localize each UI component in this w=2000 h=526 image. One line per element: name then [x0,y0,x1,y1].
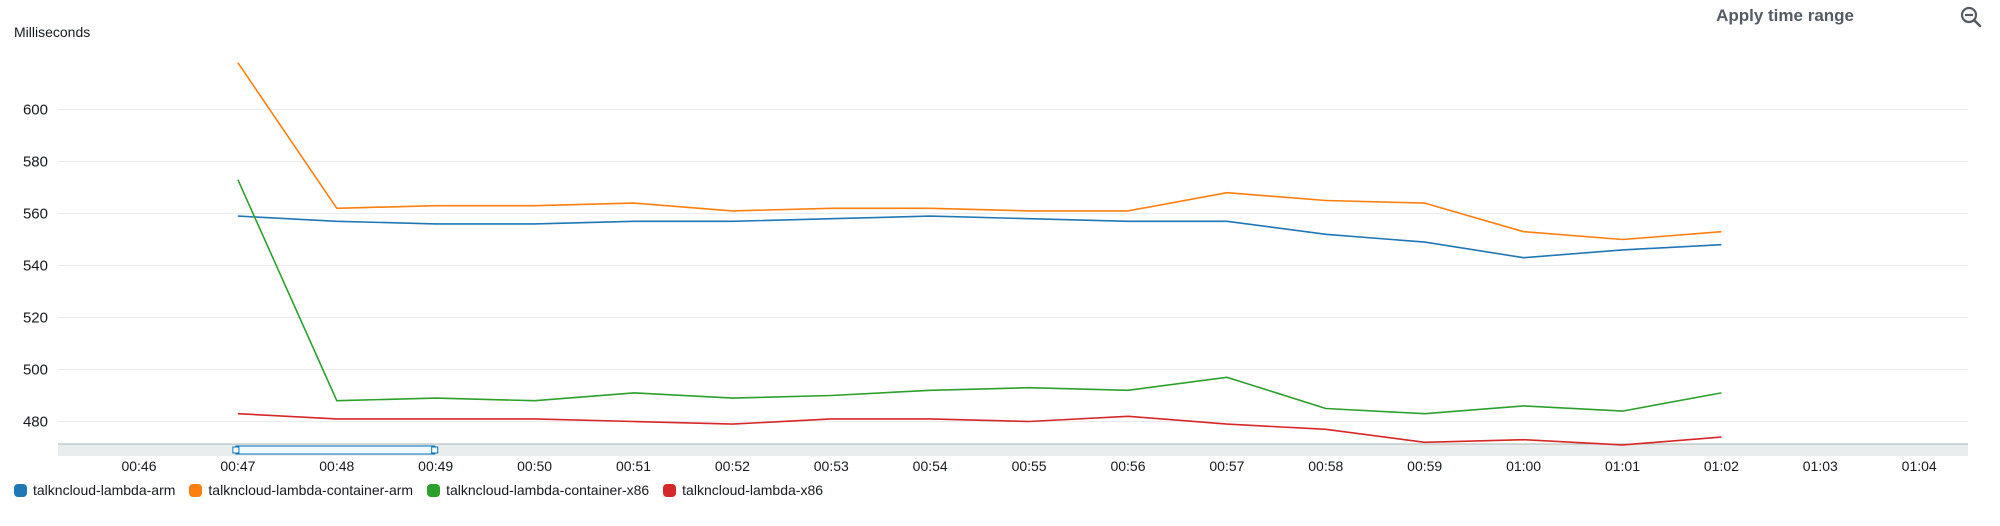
y-tick-label: 520 [23,310,48,327]
x-axis: 00:46 00:47 00:48 00:49 00:50 00:51 00:52 00:53… [58,443,1968,474]
series-line-talkncloud-lambda-container-arm [237,62,1722,241]
legend-label: talkncloud-lambda-container-x86 [446,482,650,498]
x-tick-label: 00:46 [121,458,156,474]
x-tick-label: 00:58 [1308,458,1343,474]
legend: talkncloud-lambda-arm talkncloud-lambda-c… [14,482,823,498]
x-tick-label: 00:56 [1110,458,1145,474]
legend-swatch [427,483,441,497]
legend-item[interactable]: talkncloud-lambda-x86 [663,482,823,498]
y-tick-label: 540 [23,258,48,275]
series-lines [237,62,1722,446]
x-axis-band [58,444,1968,456]
zoom-out-icon[interactable] [1960,6,1982,28]
grid-lines [58,109,1968,422]
legend-swatch [189,483,203,497]
x-tick-label: 00:50 [517,458,552,474]
x-tick-label: 01:00 [1506,458,1541,474]
y-axis-label: Milliseconds [14,24,91,40]
x-tick-label: 00:55 [1012,458,1047,474]
x-tick-label: 00:57 [1209,458,1244,474]
brush-handle[interactable] [431,446,439,454]
y-tick-label: 560 [23,206,48,223]
y-tick-label: 580 [23,154,48,171]
x-tick-label: 00:59 [1407,458,1442,474]
y-tick-label: 480 [23,414,48,431]
y-tick-label: 600 [23,102,48,119]
series-line-talkncloud-lambda-x86 [237,412,1722,446]
x-tick-label: 00:47 [220,458,255,474]
x-tick-label: 00:48 [319,458,354,474]
legend-label: talkncloud-lambda-x86 [682,482,824,498]
x-tick-label: 01:04 [1902,458,1937,474]
series-line-talkncloud-lambda-arm [237,215,1722,259]
y-tick-label: 500 [23,362,48,379]
legend-swatch [14,483,27,497]
series-line-talkncloud-lambda-container-x86 [237,179,1722,415]
x-tick-label: 00:54 [913,458,948,474]
x-tick-label: 00:52 [715,458,750,474]
legend-label: talkncloud-lambda-arm [33,482,176,498]
brush-selection[interactable] [235,445,436,455]
time-range-brush[interactable] [232,445,439,455]
brush-handle[interactable] [232,446,240,454]
x-tick-label: 00:53 [814,458,849,474]
x-tick-label: 01:02 [1704,458,1739,474]
legend-item[interactable]: talkncloud-lambda-container-arm [189,482,413,498]
legend-item[interactable]: talkncloud-lambda-arm [14,482,175,498]
x-tick-label: 00:49 [418,458,453,474]
x-tick-label: 01:03 [1803,458,1838,474]
legend-swatch [663,483,677,497]
y-axis-ticks: 480 500 520 540 560 580 600 [23,102,48,431]
x-tick-label: 01:01 [1605,458,1640,474]
legend-label: talkncloud-lambda-container-arm [208,482,414,498]
apply-time-range-button[interactable]: Apply time range [1716,6,1854,25]
x-tick-label: 00:51 [616,458,651,474]
legend-item[interactable]: talkncloud-lambda-container-x86 [427,482,649,498]
